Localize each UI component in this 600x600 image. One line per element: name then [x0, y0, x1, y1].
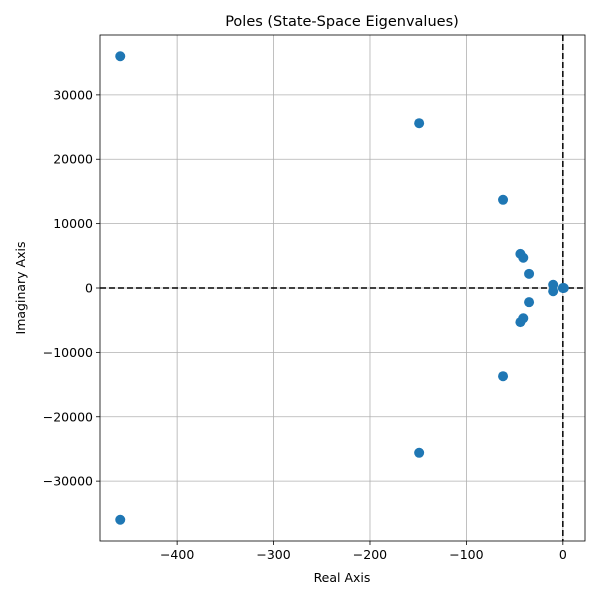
- pole-point: [115, 51, 126, 62]
- pole-point: [414, 447, 425, 458]
- y-tick-label: −30000: [43, 474, 93, 489]
- chart-title: Poles (State-Space Eigenvalues): [225, 14, 459, 30]
- y-tick-label: 30000: [53, 87, 93, 102]
- pole-point: [518, 252, 529, 263]
- y-axis-label: Imaginary Axis: [13, 242, 28, 335]
- y-tick-label: −20000: [43, 409, 93, 424]
- pole-point: [548, 286, 559, 297]
- pole-point: [558, 283, 569, 293]
- x-tick-label: −100: [449, 547, 483, 562]
- y-tick-label: −10000: [43, 345, 93, 360]
- x-tick-label: −200: [353, 547, 387, 562]
- x-tick-label: 0: [559, 547, 567, 562]
- pole-point: [115, 514, 126, 525]
- x-axis-label: Real Axis: [314, 570, 371, 585]
- pole-point: [524, 297, 535, 308]
- y-tick-label: 0: [85, 281, 93, 296]
- pole-point: [498, 194, 509, 205]
- y-tick-label: 10000: [53, 216, 93, 231]
- data-points: [115, 51, 569, 525]
- pole-point: [518, 313, 529, 324]
- y-tick-label: 20000: [53, 152, 93, 167]
- pole-point: [414, 118, 425, 129]
- x-tick-label: −400: [160, 547, 194, 562]
- pole-point: [498, 371, 509, 382]
- x-tick-label: −300: [256, 547, 290, 562]
- ticks: −400 −300 −200 −100 0 −30000 −20000 −10000 0 1000…: [43, 87, 567, 562]
- pole-point: [524, 268, 535, 279]
